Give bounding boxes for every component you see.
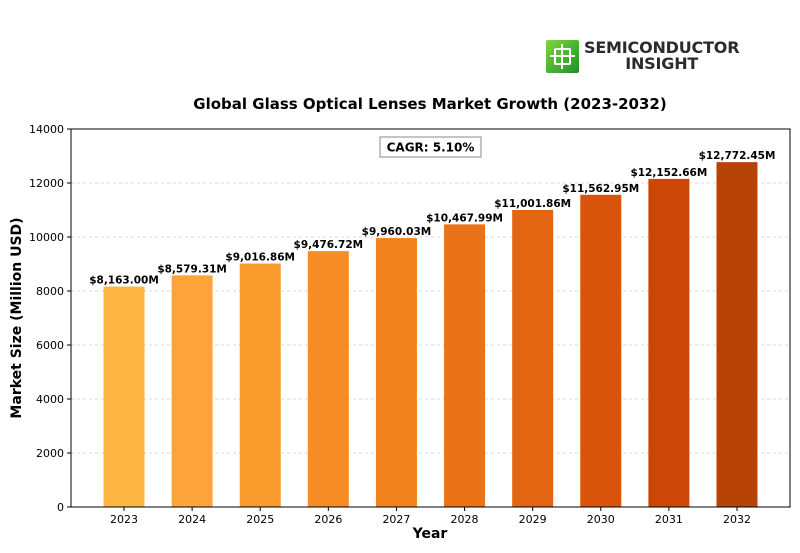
- data-label-2030: $11,562.95M: [562, 183, 639, 195]
- logo-text: SEMICONDUCTOR INSIGHT: [584, 38, 740, 73]
- x-tick-label-2023: 2023: [110, 513, 138, 526]
- x-tick-label-2030: 2030: [587, 513, 615, 526]
- data-label-2025: $9,016.86M: [225, 252, 295, 264]
- bar-2031: [648, 178, 690, 507]
- data-label-2024: $8,579.31M: [157, 263, 227, 275]
- chip-icon: [546, 39, 579, 73]
- bar-2032: [716, 162, 758, 507]
- y-tick-label: 2000: [36, 447, 64, 460]
- data-label-2027: $9,960.03M: [362, 226, 432, 238]
- data-labels: $8,163.00M$8,579.31M$9,016.86M$9,476.72M…: [89, 150, 775, 286]
- cagr-annotation: CAGR: 5.10%: [379, 136, 482, 158]
- data-label-2031: $12,152.66M: [630, 167, 707, 179]
- bar-2023: [103, 286, 145, 507]
- bar-2029: [512, 209, 554, 508]
- logo-line1: SEMICONDUCTOR: [584, 38, 740, 57]
- y-tick-label: 0: [57, 501, 64, 514]
- x-tick-label-2029: 2029: [519, 513, 547, 526]
- bar-2028: [444, 224, 486, 508]
- x-axis-label: Year: [412, 526, 448, 542]
- y-tick-label: 6000: [36, 339, 64, 352]
- x-tick-label-2027: 2027: [382, 513, 410, 526]
- y-tick-label: 14000: [29, 123, 64, 136]
- y-axis-label: Market Size (Million USD): [9, 217, 25, 418]
- data-label-2026: $9,476.72M: [294, 239, 364, 251]
- chart-title: Global Glass Optical Lenses Market Growt…: [193, 95, 666, 113]
- x-tick-label-2025: 2025: [246, 513, 274, 526]
- bar-2024: [171, 275, 213, 507]
- bar-2027: [375, 238, 417, 507]
- logo: SEMICONDUCTOR INSIGHT: [546, 37, 740, 75]
- x-tick-label-2028: 2028: [451, 513, 479, 526]
- cagr-label: CAGR: 5.10%: [387, 141, 475, 155]
- y-tick-label: 12000: [29, 177, 64, 190]
- y-tick-label: 10000: [29, 231, 64, 244]
- x-axis-ticks: 2023 2024 2025 2026 2027 2028 2029 2030 2031 2032: [110, 507, 751, 526]
- data-label-2028: $10,467.99M: [426, 212, 503, 224]
- bar-2030: [580, 194, 622, 507]
- data-label-2029: $11,001.86M: [494, 198, 571, 210]
- bars: [103, 162, 758, 508]
- bar-2026: [307, 251, 349, 507]
- cagr-box: [379, 136, 482, 158]
- x-tick-label-2026: 2026: [314, 513, 342, 526]
- y-axis-ticks: 0 2000 4000 6000 8000 10000 12000 14000: [29, 123, 71, 514]
- x-tick-label-2031: 2031: [655, 513, 683, 526]
- x-tick-label-2032: 2032: [723, 513, 751, 526]
- data-label-2032: $12,772.45M: [699, 150, 776, 162]
- logo-line2: INSIGHT: [625, 54, 699, 73]
- y-tick-label: 8000: [36, 285, 64, 298]
- plot-frame: [70, 128, 791, 508]
- data-label-2023: $8,163.00M: [89, 275, 159, 287]
- bar-2025: [239, 263, 281, 507]
- x-tick-label-2024: 2024: [178, 513, 206, 526]
- y-tick-label: 4000: [36, 393, 64, 406]
